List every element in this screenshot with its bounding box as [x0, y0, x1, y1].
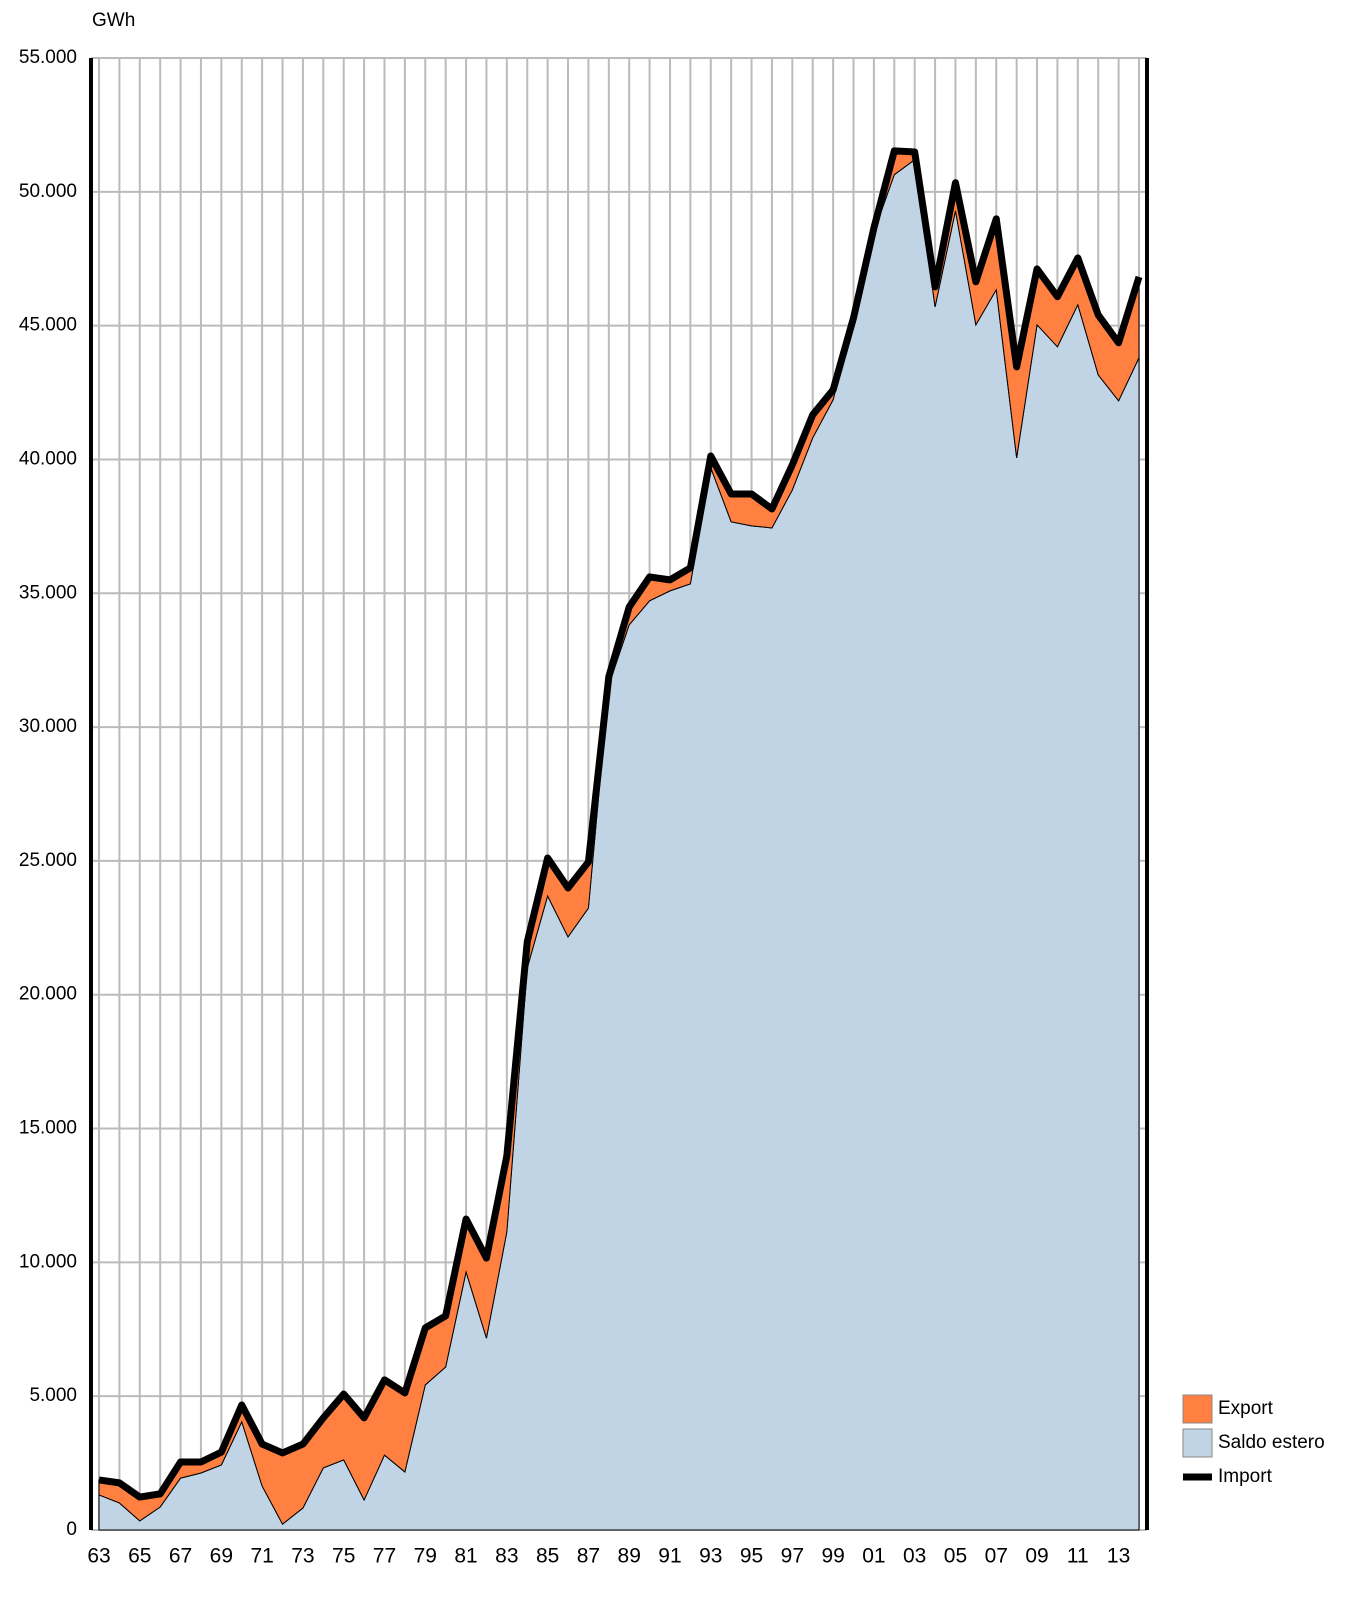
x-tick-label: 79 — [414, 1545, 437, 1568]
x-tick-label: 63 — [87, 1545, 110, 1568]
y-axis-label: GWh — [92, 10, 135, 31]
x-tick-label: 77 — [373, 1545, 396, 1568]
x-tick-label: 13 — [1107, 1545, 1130, 1568]
x-tick-label: 09 — [1025, 1545, 1048, 1568]
x-tick-label: 81 — [454, 1545, 477, 1568]
y-tick-label: 20.000 — [19, 984, 77, 1005]
x-tick-label: 87 — [577, 1545, 600, 1568]
legend-swatch — [1182, 1428, 1213, 1458]
y-tick-label: 55.000 — [19, 47, 77, 68]
y-tick-label: 30.000 — [19, 716, 77, 737]
y-tick-label: 0 — [66, 1519, 77, 1540]
x-tick-label: 99 — [821, 1545, 844, 1568]
y-tick-label: 15.000 — [19, 1118, 77, 1139]
y-tick-label: 5.000 — [29, 1385, 77, 1406]
y-tick-label: 50.000 — [19, 181, 77, 202]
x-tick-label: 75 — [332, 1545, 355, 1568]
y-tick-label: 40.000 — [19, 448, 77, 469]
x-tick-label: 97 — [781, 1545, 804, 1568]
x-tick-label: 93 — [699, 1545, 722, 1568]
x-tick-label: 07 — [985, 1545, 1008, 1568]
line — [98, 147, 1143, 1501]
x-tick-label: 83 — [495, 1545, 518, 1568]
x-tick-label: 03 — [903, 1545, 926, 1568]
x-tick-label: 11 — [1067, 1545, 1089, 1568]
x-tick-label: 91 — [658, 1545, 681, 1568]
y-tick-label: 45.000 — [19, 315, 77, 336]
legend-label: Export — [1218, 1398, 1274, 1419]
y-tick-label: 10.000 — [19, 1251, 77, 1272]
legend-swatch — [1182, 1394, 1213, 1424]
x-tick-label: 05 — [944, 1545, 967, 1568]
x-tick-label: 65 — [128, 1545, 151, 1568]
x-tick-label: 89 — [618, 1545, 641, 1568]
legend-label: Import — [1218, 1466, 1273, 1487]
y-tick-label: 25.000 — [19, 850, 77, 871]
area — [98, 158, 1140, 1531]
x-tick-label: 69 — [210, 1545, 233, 1568]
legend-label: Saldo estero — [1218, 1432, 1325, 1453]
x-tick-label: 73 — [291, 1545, 314, 1568]
y-tick-label: 35.000 — [19, 582, 77, 603]
x-tick-label: 01 — [862, 1545, 885, 1568]
x-tick-label: 71 — [250, 1545, 273, 1568]
x-tick-label: 95 — [740, 1545, 763, 1568]
x-tick-label: 85 — [536, 1545, 559, 1568]
x-tick-label: 67 — [169, 1545, 192, 1568]
